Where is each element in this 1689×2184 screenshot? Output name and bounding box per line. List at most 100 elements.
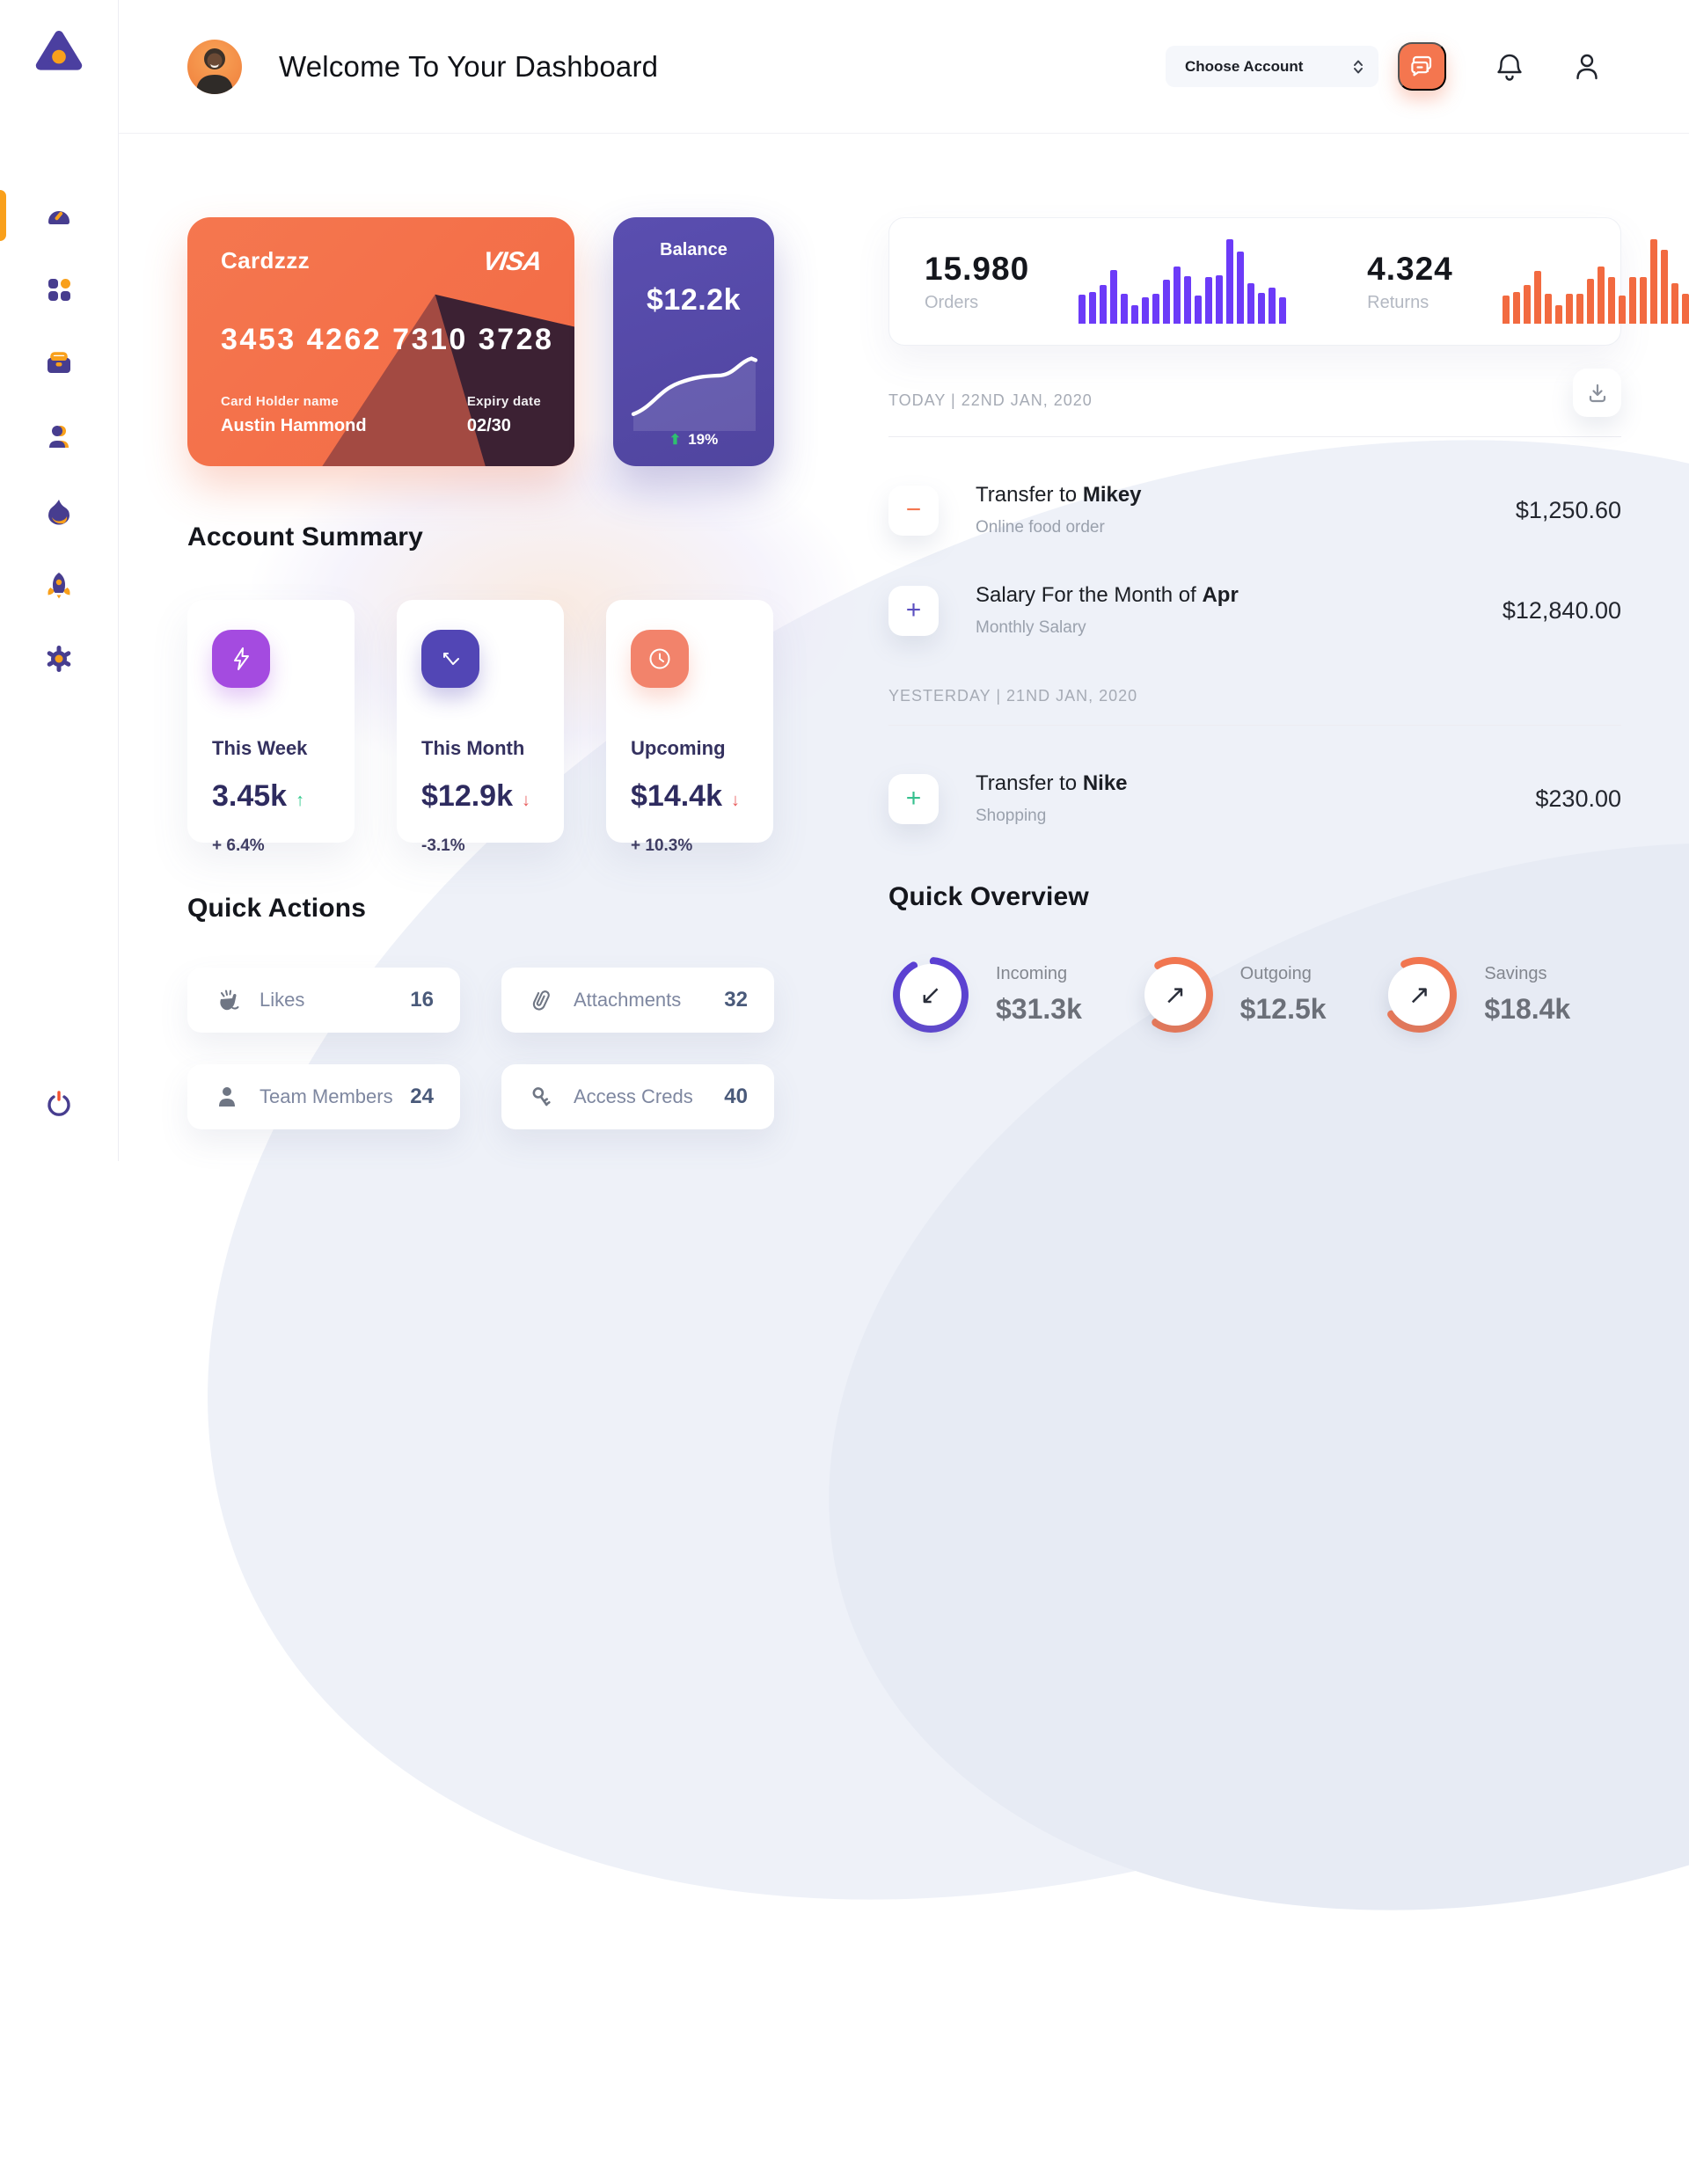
bar (1269, 287, 1276, 324)
power-icon (48, 1091, 70, 1116)
sidebar-item-dashboard[interactable] (0, 190, 119, 241)
transaction-title: Transfer to Mikey (976, 483, 1142, 507)
choose-account-select[interactable]: Choose Account (1166, 46, 1378, 87)
overview-label: Savings (1484, 964, 1547, 983)
balance-label: Balance (660, 240, 728, 259)
sidebar-item-work[interactable] (0, 348, 119, 378)
account-summary-row: This Week 3.45k ↑ + 6.4% This Month $12.… (187, 600, 774, 855)
sidebar-item-settings[interactable] (0, 644, 119, 674)
bar (1237, 252, 1245, 324)
sidebar-item-apps[interactable] (0, 274, 119, 304)
sidebar-item-trending[interactable] (0, 496, 119, 526)
summary-delta: + 6.4% (212, 836, 265, 855)
quick-action-access-creds[interactable]: Access Creds 40 (501, 1064, 774, 1129)
visa-logo: VISA (480, 247, 544, 276)
bar (1110, 269, 1118, 324)
quick-overview-row: ↙ Incoming $31.3k ↗ Outgoing $12.5k (888, 953, 1621, 1037)
briefcase-icon (48, 352, 70, 373)
summary-label: Upcoming (631, 737, 726, 759)
bar (1512, 292, 1520, 324)
arrow-down-icon: ↓ (522, 791, 530, 810)
card-expiry-date: 02/30 (466, 416, 511, 435)
quick-action-attachments[interactable]: Attachments 32 (501, 968, 774, 1033)
bar (1258, 293, 1266, 324)
bar (1671, 282, 1678, 324)
overview-label: Incoming (996, 964, 1068, 983)
divider (888, 725, 1621, 726)
bar (1649, 239, 1657, 324)
transaction-row-salary[interactable]: + Salary For the Month of Apr Monthly Sa… (888, 583, 1621, 638)
top-header: Welcome To Your Dashboard Choose Account (119, 0, 1689, 134)
bar (1502, 296, 1510, 324)
wallet-cards-row: Cardzzz VISA 3453 4262 7310 3728 Card Ho… (187, 217, 774, 466)
returns-bar-chart (1502, 239, 1689, 324)
quick-action-count: 24 (410, 1085, 434, 1108)
trend-arrow-icon (421, 630, 479, 688)
bar (1078, 295, 1086, 324)
bar (1152, 294, 1160, 324)
arrow-down-icon: ↓ (731, 791, 740, 810)
summary-delta: + 10.3% (631, 836, 693, 855)
transaction-amount: $12,840.00 (1502, 596, 1621, 624)
overview-value: $18.4k (1484, 993, 1571, 1025)
triangle-logo-icon (35, 31, 83, 70)
summary-value: 3.45k ↑ (212, 779, 305, 813)
overview-outgoing: ↗ Outgoing $12.5k (1133, 953, 1378, 1037)
credit-plus-icon: + (888, 773, 939, 824)
arrow-down-left-icon: ↙ (900, 964, 961, 1026)
bar (1142, 297, 1150, 324)
quick-action-count: 16 (410, 988, 434, 1012)
arrow-up-icon: ↑ (296, 791, 305, 810)
quick-action-label: Access Creds (574, 1085, 693, 1107)
quick-action-team-members[interactable]: Team Members 24 (187, 1064, 460, 1129)
transaction-row-mikey[interactable]: − Transfer to Mikey Online food order $1… (888, 483, 1621, 537)
arrow-up-right-icon: ↗ (1144, 964, 1206, 1026)
bar (1195, 296, 1203, 324)
quick-action-label: Attachments (574, 989, 682, 1011)
profile-button[interactable] (1573, 52, 1601, 82)
bar (1576, 294, 1583, 324)
sidebar-item-team[interactable] (0, 422, 119, 452)
chevron-up-down-icon (1354, 60, 1363, 73)
bar (1279, 297, 1287, 324)
summary-delta: -3.1% (421, 836, 465, 855)
settings-gear-icon (47, 646, 71, 672)
page-title: Welcome To Your Dashboard (279, 49, 659, 83)
bar (1089, 291, 1097, 324)
header-actions: Choose Account (1166, 42, 1601, 91)
incoming-donut-chart: ↙ (888, 953, 973, 1037)
overview-value: $31.3k (996, 993, 1082, 1025)
notifications-button[interactable] (1495, 52, 1524, 82)
main-content: Cardzzz VISA 3453 4262 7310 3728 Card Ho… (119, 134, 1689, 1161)
bar (1226, 239, 1234, 324)
credit-card: Cardzzz VISA 3453 4262 7310 3728 Card Ho… (187, 217, 574, 466)
quick-action-count: 40 (724, 1085, 748, 1108)
sidebar-item-launch[interactable] (0, 570, 119, 600)
transaction-row-nike[interactable]: + Transfer to Nike Shopping $230.00 (888, 771, 1621, 826)
messages-button[interactable] (1398, 42, 1446, 91)
user-avatar[interactable] (187, 39, 242, 94)
user-icon (1576, 54, 1598, 79)
yesterday-section-header: YESTERDAY | 21ND JAN, 2020 (888, 687, 1621, 705)
lightning-bolt-icon (212, 630, 270, 688)
overview-savings: ↗ Savings $18.4k (1377, 953, 1621, 1037)
quick-actions-title: Quick Actions (187, 894, 367, 923)
logout-power-button[interactable] (44, 1090, 74, 1124)
balance-trend: ⬆ 19% (669, 431, 718, 449)
active-indicator (0, 190, 6, 241)
clap-hands-icon (220, 990, 239, 1011)
person-icon (219, 1087, 235, 1107)
app-logo[interactable] (33, 26, 84, 77)
bar (1533, 270, 1541, 324)
download-statement-button[interactable] (1573, 369, 1621, 417)
card-number: 3453 4262 7310 3728 (221, 323, 554, 356)
transaction-title: Transfer to Nike (976, 771, 1128, 795)
avatar-photo (196, 47, 233, 94)
bar (1639, 277, 1647, 324)
flame-icon (48, 500, 69, 525)
quick-action-likes[interactable]: Likes 16 (187, 968, 460, 1033)
transaction-subtitle: Online food order (976, 518, 1105, 537)
orders-stat: 15.980 Orders (925, 251, 1029, 313)
dashboard-speedometer-icon (48, 211, 69, 224)
bar (1216, 275, 1224, 324)
